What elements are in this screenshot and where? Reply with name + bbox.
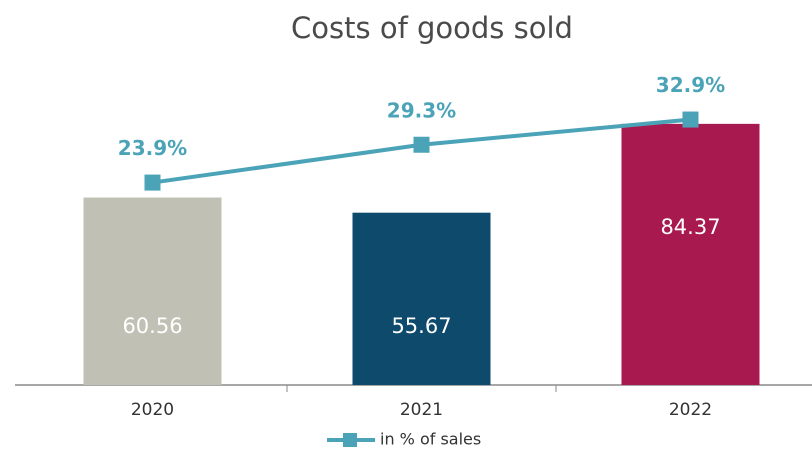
bar-value-label: 84.37 (660, 215, 720, 239)
x-tick-label: 2021 (400, 400, 443, 420)
x-tick-label: 2022 (669, 400, 712, 420)
line-value-label: 32.9% (656, 73, 725, 97)
bar (83, 197, 222, 385)
x-tick-label: 2020 (131, 400, 174, 420)
bar-value-label: 60.56 (122, 314, 182, 338)
line-marker (682, 111, 699, 128)
line-value-label: 23.9% (118, 136, 187, 160)
line-marker (413, 136, 430, 153)
legend-label: in % of sales (380, 430, 481, 449)
bar (621, 123, 760, 385)
line-value-label: 29.3% (387, 98, 456, 122)
chart-title: Costs of goods sold (291, 11, 573, 45)
bar (352, 212, 491, 385)
line-marker (144, 174, 161, 191)
bar-value-label: 55.67 (391, 314, 451, 338)
legend-marker (343, 433, 357, 447)
